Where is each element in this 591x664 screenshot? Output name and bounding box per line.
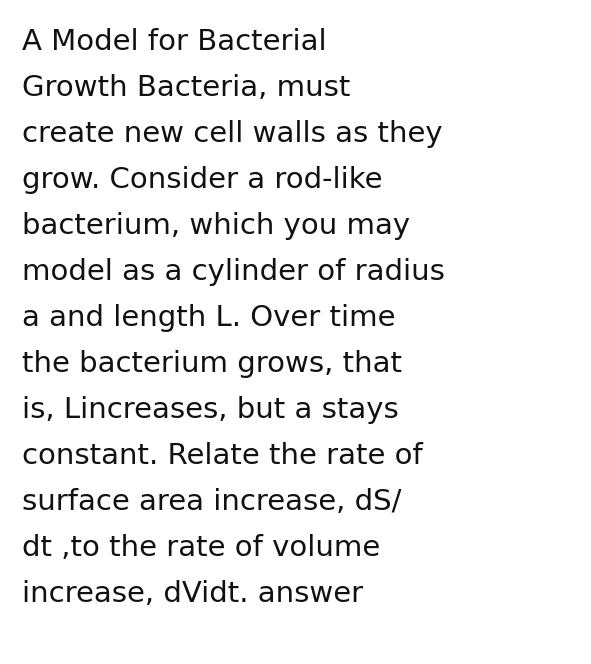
Text: a and length L. Over time: a and length L. Over time [22, 304, 395, 332]
Text: is, Lincreases, but a stays: is, Lincreases, but a stays [22, 396, 399, 424]
Text: the bacterium grows, that: the bacterium grows, that [22, 350, 402, 378]
Text: constant. Relate the rate of: constant. Relate the rate of [22, 442, 423, 470]
Text: increase, dVidt. answer: increase, dVidt. answer [22, 580, 363, 608]
Text: dt ,to the rate of volume: dt ,to the rate of volume [22, 534, 380, 562]
Text: model as a cylinder of radius: model as a cylinder of radius [22, 258, 445, 286]
Text: bacterium, which you may: bacterium, which you may [22, 212, 410, 240]
Text: Growth Bacteria, must: Growth Bacteria, must [22, 74, 350, 102]
Text: create new cell walls as they: create new cell walls as they [22, 120, 443, 148]
Text: grow. Consider a rod-like: grow. Consider a rod-like [22, 166, 382, 194]
Text: A Model for Bacterial: A Model for Bacterial [22, 28, 327, 56]
Text: surface area increase, dS/: surface area increase, dS/ [22, 488, 401, 516]
